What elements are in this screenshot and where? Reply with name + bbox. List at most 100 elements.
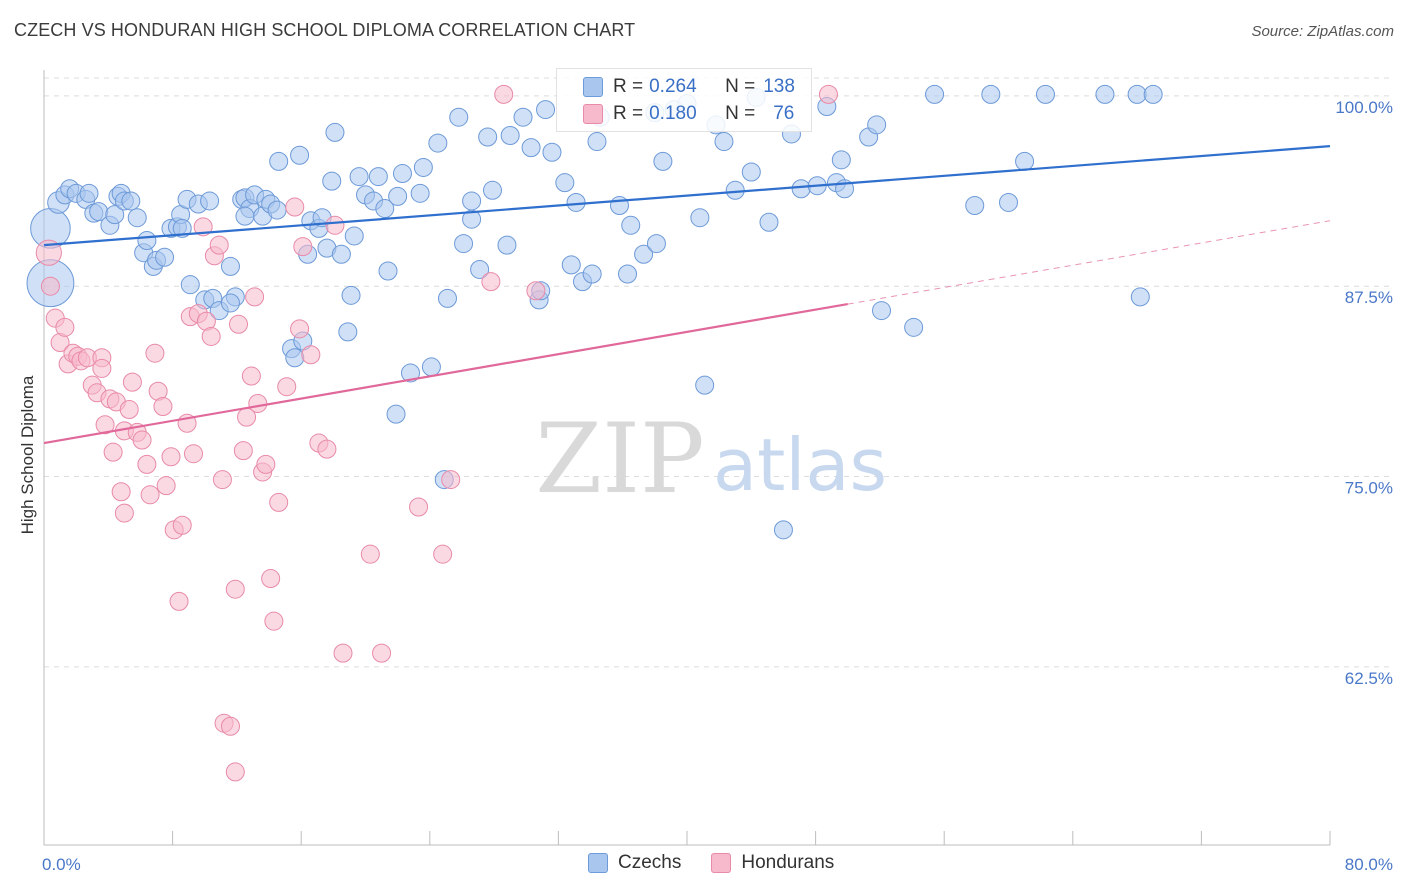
honduran-point xyxy=(301,345,321,365)
czech-point xyxy=(500,125,520,145)
czech-point xyxy=(290,145,310,165)
czech-point xyxy=(462,191,482,211)
honduran-point xyxy=(114,503,134,523)
x-tick-label: 80.0% xyxy=(1345,855,1393,874)
czech-point xyxy=(410,183,430,203)
axis-labels: 100.0% 87.5% 75.0% 62.5% 0.0% 80.0% xyxy=(42,98,1393,874)
honduran-point xyxy=(241,366,261,386)
honduran-point xyxy=(248,393,268,413)
czech-point xyxy=(1095,84,1115,104)
czech-point xyxy=(392,164,412,184)
czech-point xyxy=(1127,84,1147,104)
czech-point xyxy=(121,191,141,211)
honduran-point xyxy=(256,454,276,474)
czech-point xyxy=(904,317,924,337)
honduran-point xyxy=(277,377,297,397)
czech-point xyxy=(1015,151,1035,171)
honduran-point xyxy=(220,716,240,736)
honduran-point xyxy=(317,439,337,459)
honduran-point xyxy=(183,444,203,464)
honduran-point xyxy=(245,287,265,307)
honduran-point xyxy=(153,396,173,416)
czech-point xyxy=(872,301,892,321)
honduran-point xyxy=(233,441,253,461)
czech-point xyxy=(331,244,351,264)
stats-row-hondurans: R = 0.180 N = 76 xyxy=(583,102,794,126)
czech-point xyxy=(470,259,490,279)
honduran-point xyxy=(225,579,245,599)
czech-point xyxy=(609,196,629,216)
czech-point xyxy=(725,180,745,200)
trend-lines xyxy=(43,145,1331,445)
czech-point xyxy=(561,255,581,275)
czech-point xyxy=(267,200,287,220)
czechs-legend-label: Czechs xyxy=(618,852,682,873)
watermark-zip: ZIP xyxy=(535,403,704,515)
czech-point xyxy=(587,132,607,152)
honduran-point xyxy=(111,482,131,502)
honduran-point xyxy=(229,314,249,334)
honduran-point xyxy=(225,762,245,782)
honduran-point xyxy=(818,84,838,104)
stats-row-czechs: R = 0.264 N = 138 xyxy=(583,75,795,99)
honduran-point xyxy=(372,643,392,663)
czech-point xyxy=(449,107,469,127)
chart-title: CZECH VS HONDURAN HIGH SCHOOL DIPLOMA CO… xyxy=(14,20,636,40)
czech-point xyxy=(137,231,157,251)
legend-item-hondurans[interactable]: Hondurans xyxy=(711,852,834,874)
czech-point xyxy=(421,357,441,377)
czech-point xyxy=(325,122,345,142)
honduran-point xyxy=(103,442,123,462)
czech-point xyxy=(981,84,1001,104)
trend-line-extension-hondurans xyxy=(847,220,1331,305)
y-tick-label: 100.0% xyxy=(1335,98,1393,117)
czech-point xyxy=(478,127,498,147)
czech-point xyxy=(965,196,985,216)
n-label: N = xyxy=(725,103,756,124)
czech-point xyxy=(428,133,448,153)
czech-point xyxy=(401,363,421,383)
czech-point xyxy=(285,348,305,368)
czech-point xyxy=(344,226,364,246)
honduran-point xyxy=(264,611,284,631)
honduran-point xyxy=(433,544,453,564)
y-tick-label: 62.5% xyxy=(1345,669,1393,688)
honduran-point xyxy=(285,197,305,217)
czech-point xyxy=(582,264,602,284)
czech-point xyxy=(695,375,715,395)
czech-point xyxy=(759,212,779,232)
czech-point xyxy=(180,275,200,295)
czech-point xyxy=(831,150,851,170)
czech-point xyxy=(566,192,586,212)
honduran-point xyxy=(132,430,152,450)
czech-point xyxy=(155,247,175,267)
honduran-point xyxy=(92,358,112,378)
czechs-legend-swatch xyxy=(588,853,608,873)
czech-point xyxy=(172,218,192,238)
hondurans-r-value: 0.180 xyxy=(649,103,697,124)
honduran-point xyxy=(360,544,380,564)
czech-point xyxy=(513,107,533,127)
czech-point xyxy=(375,199,395,219)
czechs-swatch xyxy=(583,77,603,97)
czech-point xyxy=(338,322,358,342)
watermark-atlas: atlas xyxy=(713,423,887,507)
source-label: Source: ZipAtlas.com xyxy=(1251,23,1394,40)
honduran-point xyxy=(481,272,501,292)
legend-item-czechs[interactable]: Czechs xyxy=(588,852,681,874)
czech-point xyxy=(1035,84,1055,104)
honduran-point xyxy=(409,497,429,517)
czech-point xyxy=(791,179,811,199)
czechs-r-value: 0.264 xyxy=(649,76,697,97)
czech-point xyxy=(127,208,147,228)
honduran-point xyxy=(156,476,176,496)
honduran-point xyxy=(137,454,157,474)
czech-point xyxy=(341,285,361,305)
czech-point xyxy=(220,256,240,276)
honduran-point xyxy=(35,239,62,266)
czech-point xyxy=(378,261,398,281)
honduran-point xyxy=(140,485,160,505)
czech-point xyxy=(105,205,125,225)
czech-point xyxy=(653,151,673,171)
